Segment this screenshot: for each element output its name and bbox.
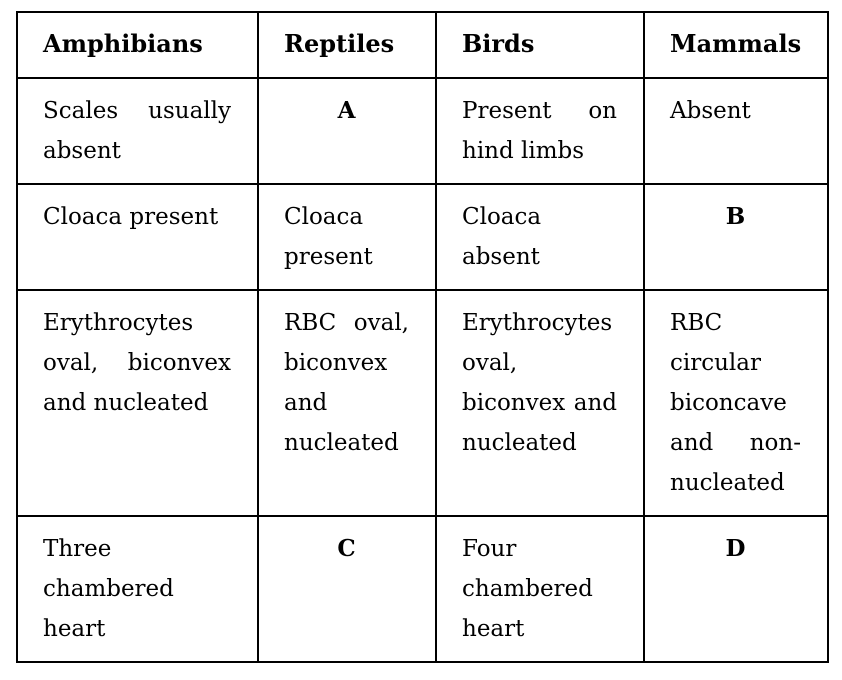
cell-blank-a: A (257, 77, 437, 185)
header-reptiles: Reptiles (257, 11, 437, 79)
table-row-erythrocytes: Erythrocytes oval, biconvex and nucleate… (16, 289, 829, 517)
table-row-scales: Scales usually absent A Present on hind … (16, 77, 829, 185)
cell-mammals-scales: Absent (643, 77, 829, 185)
cell-birds-heart: Four chambered heart (435, 515, 645, 663)
cell-blank-d: D (643, 515, 829, 663)
cell-mammals-rbc: RBC circular biconcave and non-nucleated (643, 289, 829, 517)
cell-reptiles-cloaca: Cloaca present (257, 183, 437, 291)
header-birds: Birds (435, 11, 645, 79)
header-mammals: Mammals (643, 11, 829, 79)
cell-birds-scales: Present on hind limbs (435, 77, 645, 185)
cell-amphibians-heart: Three chambered heart (16, 515, 259, 663)
comparison-table: Amphibians Reptiles Birds Mammals Scales… (16, 11, 829, 663)
table-row-heart: Three chambered heart C Four chambered h… (16, 515, 829, 663)
cell-amphibians-cloaca: Cloaca present (16, 183, 259, 291)
cell-blank-c: C (257, 515, 437, 663)
cell-amphibians-rbc: Erythrocytes oval, biconvex and nucleate… (16, 289, 259, 517)
cell-reptiles-rbc: RBC oval, biconvex and nucleated (257, 289, 437, 517)
header-row: Amphibians Reptiles Birds Mammals (16, 11, 829, 79)
cell-blank-b: B (643, 183, 829, 291)
header-amphibians: Amphibians (16, 11, 259, 79)
cell-amphibians-scales: Scales usually absent (16, 77, 259, 185)
cell-birds-cloaca: Cloaca absent (435, 183, 645, 291)
table-row-cloaca: Cloaca present Cloaca present Cloaca abs… (16, 183, 829, 291)
cell-birds-rbc: Erythrocytes oval, biconvex and nucleate… (435, 289, 645, 517)
